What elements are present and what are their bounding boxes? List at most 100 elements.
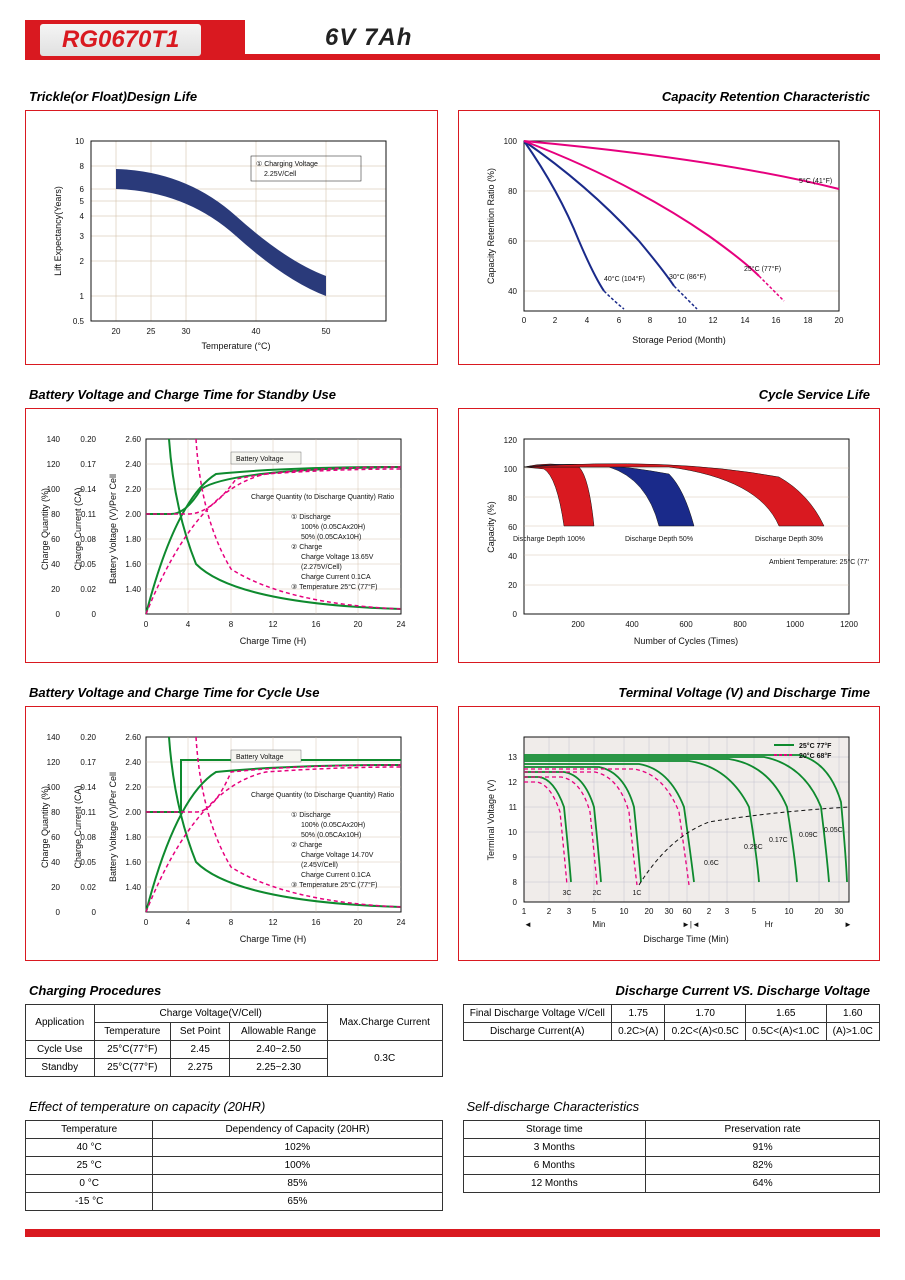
svg-text:10: 10: [678, 316, 687, 325]
svg-text:0: 0: [144, 918, 149, 927]
svg-text:20: 20: [51, 585, 60, 594]
svg-text:120: 120: [47, 758, 61, 767]
svg-text:80: 80: [51, 808, 60, 817]
svg-text:0.20: 0.20: [80, 435, 96, 444]
svg-text:0.08: 0.08: [80, 535, 96, 544]
svg-text:20: 20: [112, 327, 121, 336]
chart3-title: Battery Voltage and Charge Time for Stan…: [29, 387, 438, 402]
svg-text:8: 8: [229, 918, 234, 927]
th-max: Max.Charge Current: [327, 1005, 442, 1041]
th-cv: Charge Voltage(V/Cell): [94, 1005, 327, 1023]
svg-text:12: 12: [709, 316, 718, 325]
svg-text:3C: 3C: [563, 890, 572, 897]
svg-text:Charge Current 0.1CA: Charge Current 0.1CA: [301, 574, 371, 581]
svg-text:18: 18: [804, 316, 813, 325]
self-discharge-table: Storage timePreservation rate 3 Months91…: [463, 1120, 881, 1193]
svg-text:Storage Period (Month): Storage Period (Month): [632, 335, 726, 345]
svg-text:►: ►: [844, 920, 852, 929]
svg-text:6: 6: [80, 185, 85, 194]
svg-text:Ambient Temperature: 25°C (77°: Ambient Temperature: 25°C (77°F): [769, 558, 869, 566]
svg-text:0.11: 0.11: [81, 510, 97, 519]
svg-text:40: 40: [508, 552, 517, 561]
svg-text:0.5: 0.5: [73, 317, 85, 326]
svg-text:Battery Voltage (V)/Per Cell: Battery Voltage (V)/Per Cell: [108, 772, 118, 882]
svg-text:40°C (104°F): 40°C (104°F): [604, 275, 645, 283]
svg-text:1.60: 1.60: [125, 858, 141, 867]
table1-title: Charging Procedures: [29, 983, 443, 998]
svg-text:Terminal Voltage (V): Terminal Voltage (V): [486, 779, 496, 860]
svg-text:Discharge Depth 50%: Discharge Depth 50%: [625, 536, 693, 543]
svg-text:1.40: 1.40: [125, 883, 141, 892]
svg-text:12: 12: [269, 918, 278, 927]
svg-text:Number of Cycles (Times): Number of Cycles (Times): [634, 636, 738, 646]
svg-text:20: 20: [354, 918, 363, 927]
table-row: 40 °C102%: [26, 1139, 443, 1157]
svg-text:40: 40: [508, 287, 517, 296]
svg-text:100: 100: [504, 465, 518, 474]
svg-text:1C: 1C: [633, 890, 642, 897]
svg-text:9: 9: [513, 853, 518, 862]
charging-procedures-table: Application Charge Voltage(V/Cell) Max.C…: [25, 1004, 443, 1077]
svg-text:140: 140: [47, 435, 61, 444]
svg-text:5: 5: [592, 907, 597, 916]
svg-text:0: 0: [56, 908, 61, 917]
svg-text:Charge Current 0.1CA: Charge Current 0.1CA: [301, 872, 371, 879]
svg-text:0.17: 0.17: [80, 460, 96, 469]
table4-title: Self-discharge Characteristics: [467, 1099, 881, 1114]
chart1-title: Trickle(or Float)Design Life: [29, 89, 438, 104]
svg-text:50: 50: [322, 327, 331, 336]
svg-text:2.20: 2.20: [125, 783, 141, 792]
svg-text:30: 30: [665, 907, 674, 916]
chart1: ① Charging Voltage 2.25V/Cell 0.5 1 2 3 …: [25, 110, 438, 365]
svg-text:5°C (41°F): 5°C (41°F): [799, 177, 832, 185]
svg-text:2: 2: [707, 907, 712, 916]
svg-text:① Discharge: ① Discharge: [291, 513, 331, 521]
svg-text:Discharge Time (Min): Discharge Time (Min): [643, 934, 729, 944]
svg-text:3: 3: [80, 232, 85, 241]
footer-stripe: [25, 1229, 880, 1237]
svg-text:0.05C: 0.05C: [824, 827, 843, 834]
svg-text:80: 80: [508, 494, 517, 503]
svg-text:60: 60: [51, 535, 60, 544]
svg-text:5: 5: [80, 197, 85, 206]
svg-text:0: 0: [92, 908, 97, 917]
svg-text:25°C (77°F): 25°C (77°F): [744, 265, 781, 273]
svg-text:Capacity Retention Ratio (%): Capacity Retention Ratio (%): [486, 168, 496, 284]
svg-text:0.25C: 0.25C: [744, 844, 763, 851]
svg-text:◄: ◄: [524, 920, 532, 929]
svg-text:6: 6: [617, 316, 622, 325]
table3-title: Effect of temperature on capacity (20HR): [29, 1099, 443, 1114]
svg-text:0.08: 0.08: [80, 833, 96, 842]
svg-text:20: 20: [835, 316, 844, 325]
svg-text:140: 140: [47, 733, 61, 742]
svg-text:0: 0: [144, 620, 149, 629]
th-app: Application: [26, 1005, 95, 1041]
svg-text:1.40: 1.40: [125, 585, 141, 594]
svg-text:60: 60: [508, 237, 517, 246]
svg-text:24: 24: [397, 918, 406, 927]
discharge-current-table: Final Discharge Voltage V/Cell 1.751.701…: [463, 1004, 881, 1041]
svg-text:10: 10: [785, 907, 794, 916]
svg-text:40: 40: [252, 327, 261, 336]
svg-text:4: 4: [186, 918, 191, 927]
svg-text:② Charge: ② Charge: [291, 543, 322, 551]
svg-text:1.60: 1.60: [125, 560, 141, 569]
svg-text:16: 16: [772, 316, 781, 325]
svg-text:0.02: 0.02: [80, 585, 96, 594]
svg-text:30: 30: [182, 327, 191, 336]
svg-text:20: 20: [354, 620, 363, 629]
svg-text:3: 3: [567, 907, 572, 916]
table2-title: Discharge Current VS. Discharge Voltage: [467, 983, 871, 998]
svg-text:2: 2: [547, 907, 552, 916]
svg-text:2.40: 2.40: [125, 758, 141, 767]
svg-text:1.80: 1.80: [125, 833, 141, 842]
svg-text:12: 12: [269, 620, 278, 629]
svg-text:2.20: 2.20: [125, 485, 141, 494]
chart1-legend1: ① Charging Voltage: [256, 160, 318, 168]
svg-text:10: 10: [620, 907, 629, 916]
table-row: Cycle Use25°C(77°F)2.452.40~2.50 0.3C: [26, 1041, 443, 1059]
svg-text:16: 16: [312, 620, 321, 629]
table-row: 12 Months64%: [463, 1175, 880, 1193]
table-row: 0 °C85%: [26, 1175, 443, 1193]
chart6: 25°C 77°F 20°C 68°F 3C 2C 1C 0.6C 0.25C …: [458, 706, 880, 961]
